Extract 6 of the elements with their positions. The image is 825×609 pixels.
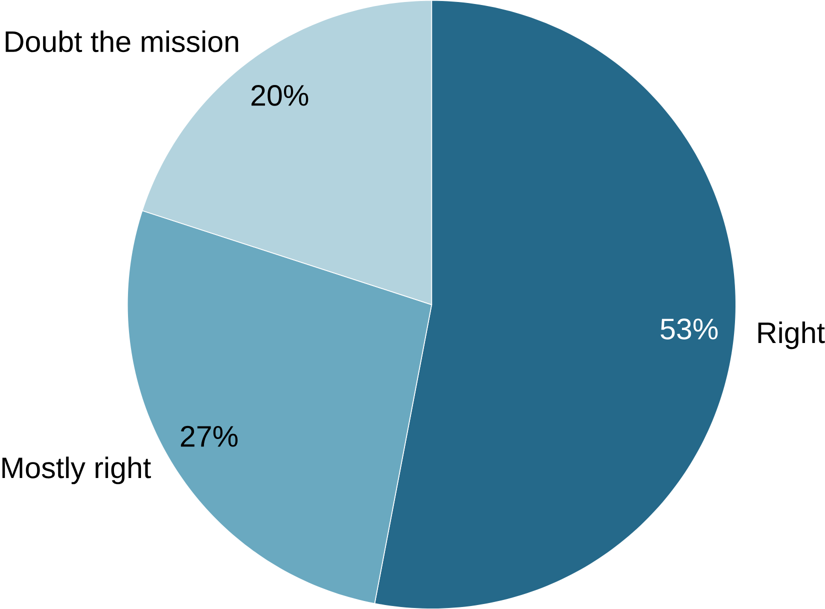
slice-label: Right xyxy=(758,321,825,349)
slice-label: Doubt the mission xyxy=(6,30,238,52)
data-label: 20% xyxy=(252,84,308,106)
data-label: 53% xyxy=(660,318,718,340)
slice-label: Mostly right xyxy=(2,456,151,484)
data-label: 27% xyxy=(180,426,238,447)
